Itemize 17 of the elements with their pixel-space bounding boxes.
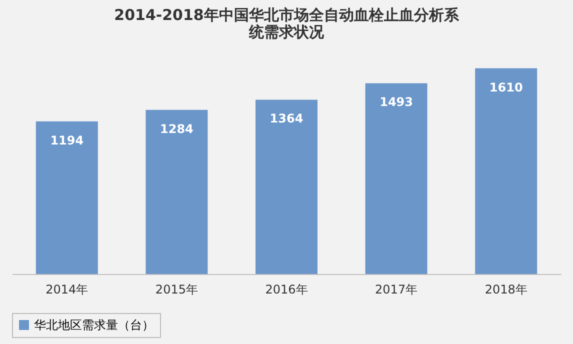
x-tick-label: 2015年 <box>155 282 198 296</box>
data-label: 1284 <box>160 122 194 136</box>
bar <box>146 110 208 274</box>
legend-label: 华北地区需求量（台） <box>34 318 154 332</box>
bar <box>475 68 538 274</box>
x-tick-label: 2018年 <box>484 282 528 296</box>
data-label: 1194 <box>50 133 84 148</box>
x-tick-label: 2016年 <box>265 282 308 296</box>
data-label: 1364 <box>270 112 304 126</box>
bar <box>36 121 98 274</box>
x-tick-label: 2017年 <box>375 282 418 296</box>
bar <box>365 83 428 274</box>
data-label: 1493 <box>380 95 414 110</box>
chart-title: 2014-2018年中国华北市场全自动血栓止血分析系统需求状况 <box>114 6 460 41</box>
x-tick-label: 2014年 <box>46 282 88 296</box>
data-label: 1610 <box>489 80 523 94</box>
bar <box>256 100 318 274</box>
